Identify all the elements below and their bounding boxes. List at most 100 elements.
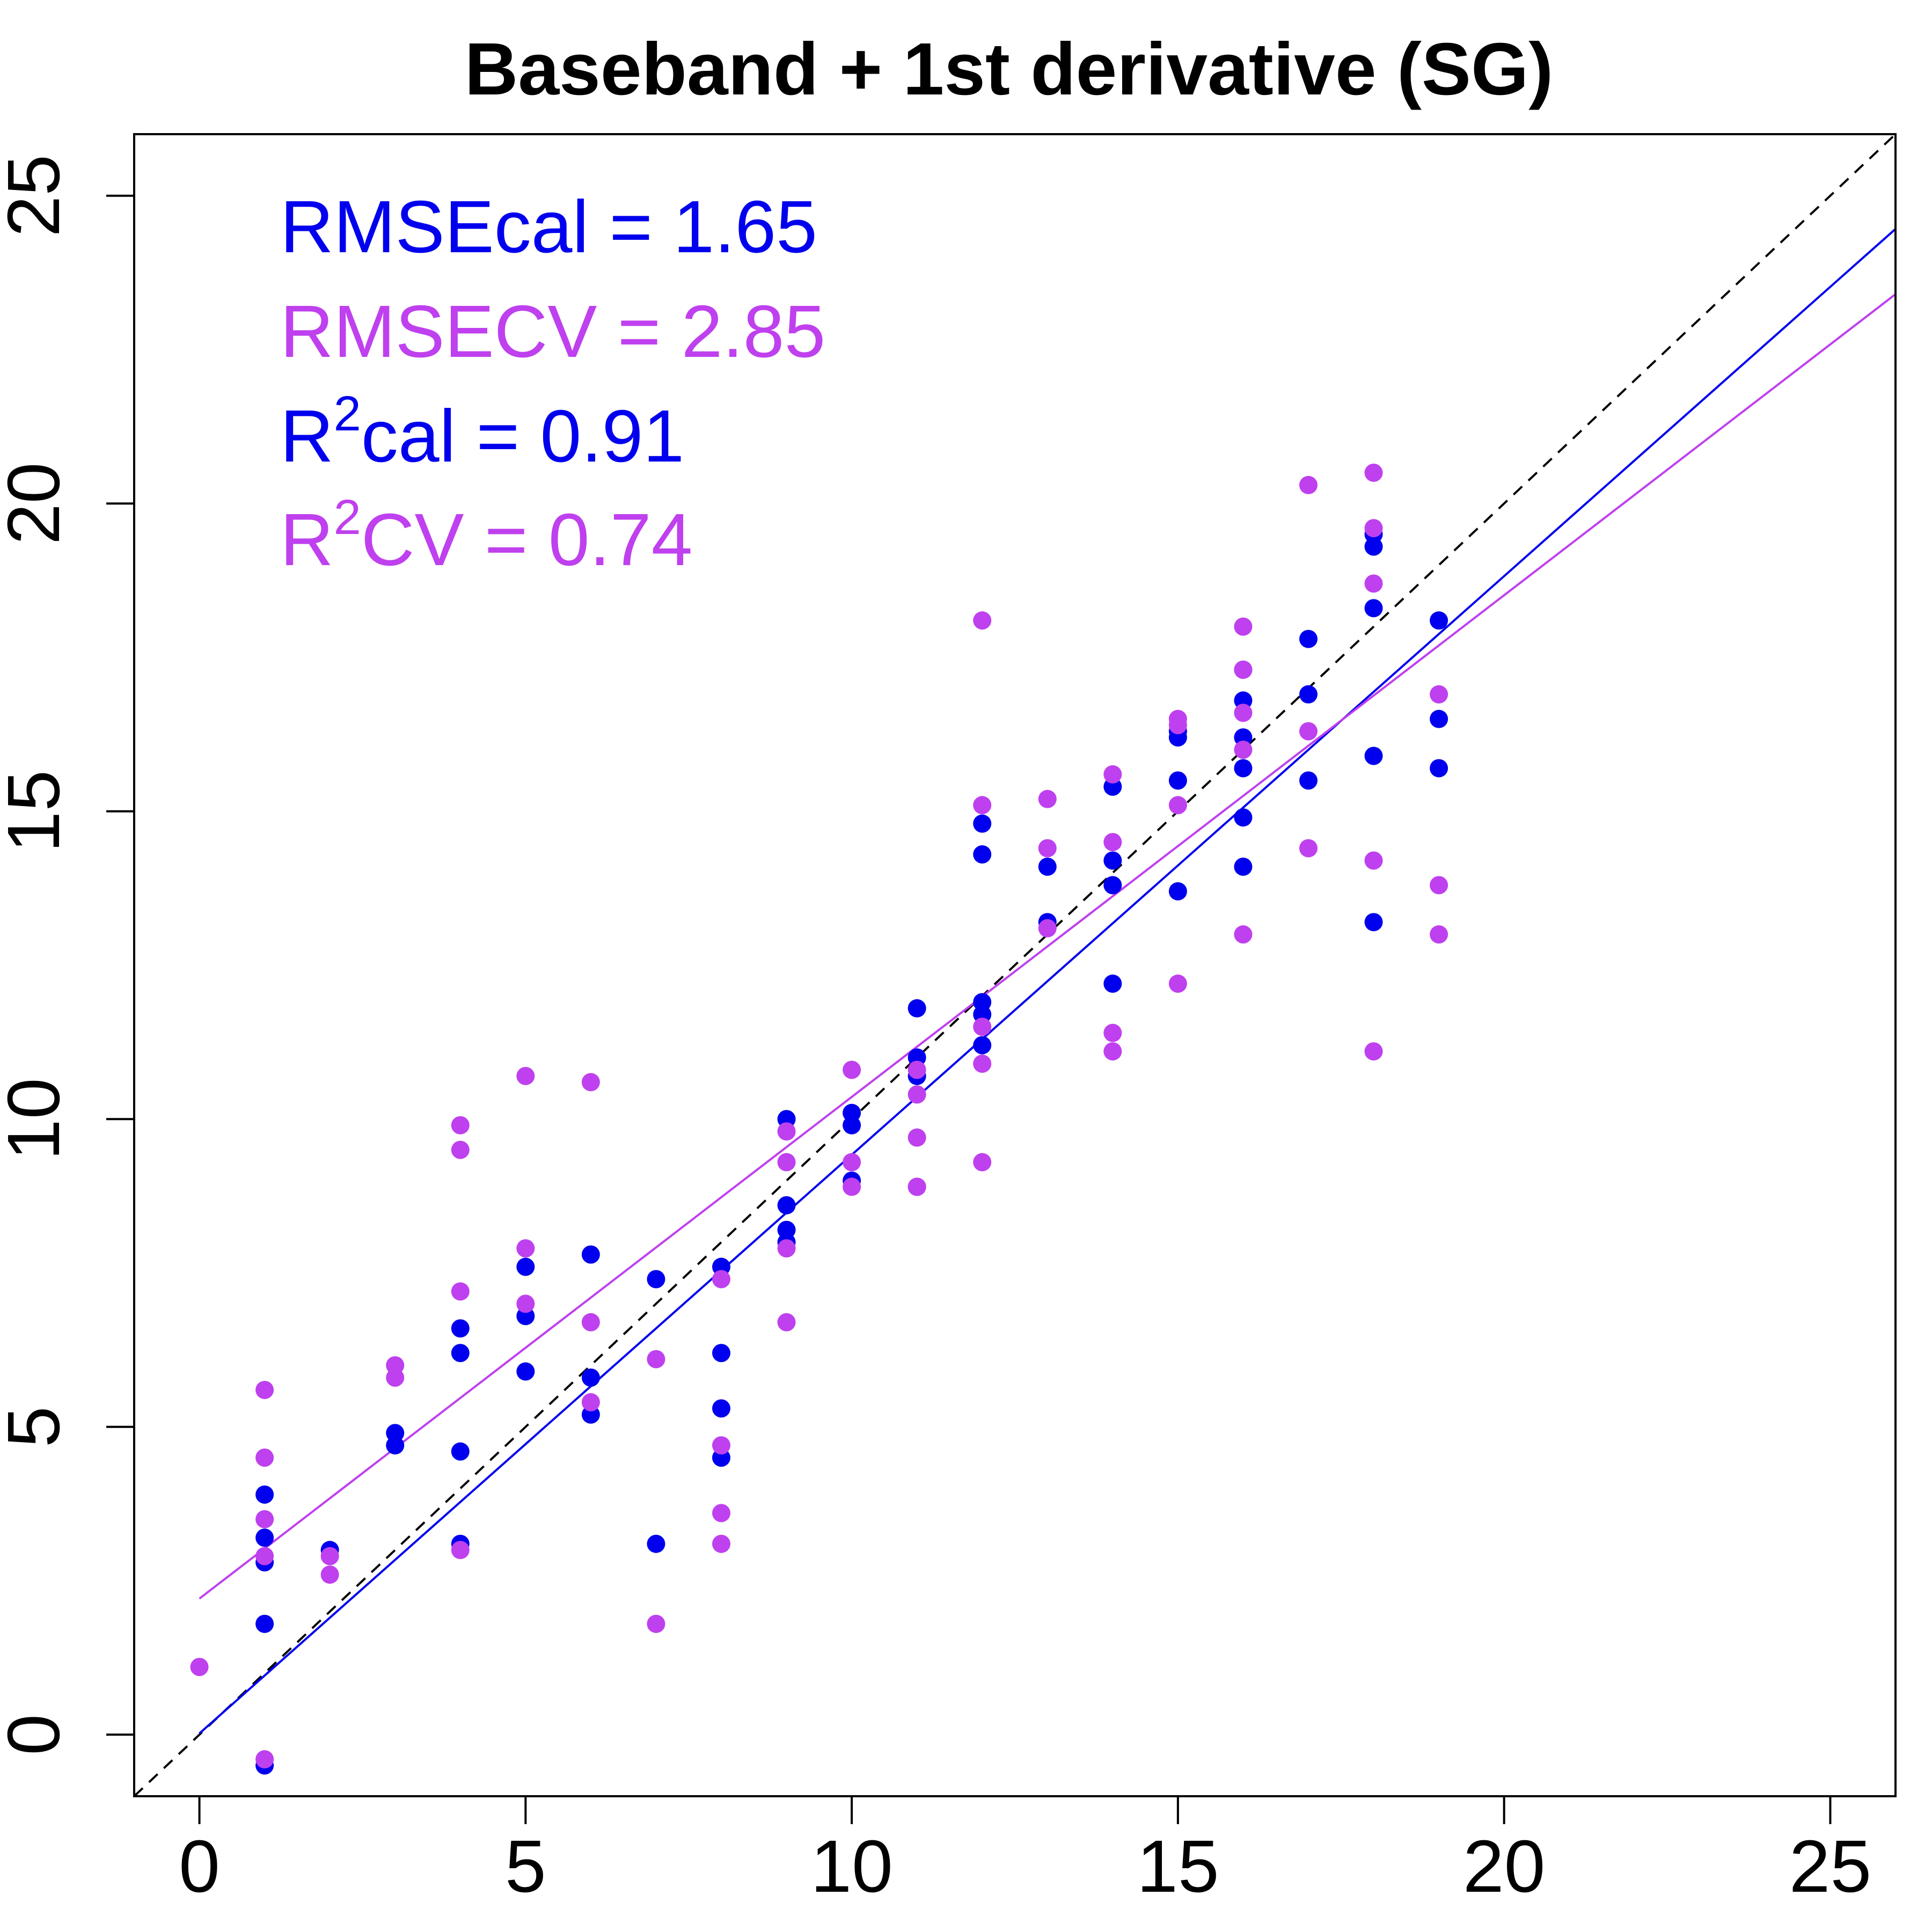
x-tick-label: 5 bbox=[505, 1825, 546, 1908]
cv-point bbox=[1430, 685, 1448, 704]
cal-point bbox=[712, 1344, 730, 1363]
cal-point bbox=[1168, 771, 1187, 790]
cal-point bbox=[451, 1319, 470, 1338]
x-tick-label: 25 bbox=[1789, 1825, 1872, 1908]
cv-point bbox=[1103, 1042, 1122, 1061]
cv-point bbox=[1299, 722, 1318, 741]
y-axis: 0 5 10 15 20 25 bbox=[0, 155, 135, 1755]
cal-point bbox=[386, 1424, 405, 1443]
cal-point bbox=[647, 1534, 665, 1553]
cal-fit-line bbox=[199, 228, 1896, 1735]
y-tick-label: 10 bbox=[0, 1078, 75, 1161]
cal-point bbox=[777, 1220, 796, 1239]
cv-point bbox=[190, 1658, 209, 1677]
cv-point bbox=[581, 1073, 600, 1092]
r2-cv-label: R2CV = 0.74 bbox=[280, 490, 692, 581]
cv-point bbox=[255, 1380, 274, 1399]
cv-point bbox=[255, 1547, 274, 1565]
x-axis: 0 5 10 15 20 25 bbox=[179, 1795, 1872, 1908]
cal-point bbox=[581, 1368, 600, 1387]
cv-point bbox=[843, 1060, 861, 1079]
cv-point bbox=[255, 1750, 274, 1769]
cv-point bbox=[647, 1350, 665, 1368]
cv-point bbox=[1234, 660, 1253, 679]
x-tick-label: 15 bbox=[1137, 1825, 1219, 1908]
y-tick-label: 5 bbox=[0, 1406, 75, 1447]
cal-point bbox=[1430, 709, 1448, 728]
cv-point bbox=[1364, 574, 1383, 593]
cal-point bbox=[1103, 974, 1122, 993]
cal-point bbox=[451, 1344, 470, 1363]
cv-point bbox=[451, 1541, 470, 1560]
cv-point bbox=[1234, 617, 1253, 636]
cal-point bbox=[255, 1528, 274, 1547]
cv-point bbox=[908, 1128, 926, 1147]
cv-point bbox=[1430, 876, 1448, 895]
cv-point bbox=[973, 1153, 992, 1172]
cal-point bbox=[451, 1442, 470, 1461]
cv-point bbox=[1103, 833, 1122, 852]
cv-point bbox=[1234, 704, 1253, 722]
cv-point bbox=[1364, 851, 1383, 870]
cv-point bbox=[712, 1534, 730, 1553]
cal-point bbox=[1364, 599, 1383, 618]
cv-point bbox=[1168, 709, 1187, 728]
cal-point bbox=[973, 845, 992, 864]
r2-cal-label: R2cal = 0.91 bbox=[280, 386, 684, 478]
cv-point bbox=[516, 1239, 535, 1258]
cv-point bbox=[1364, 519, 1383, 538]
cv-point bbox=[1234, 925, 1253, 944]
cv-point bbox=[1430, 925, 1448, 944]
cv-point bbox=[1103, 765, 1122, 784]
cv-point bbox=[777, 1313, 796, 1331]
cv-point bbox=[451, 1140, 470, 1159]
cv-point bbox=[255, 1510, 274, 1528]
cal-point bbox=[973, 1036, 992, 1055]
cv-point bbox=[1038, 839, 1057, 858]
cv-point bbox=[581, 1393, 600, 1411]
cal-point bbox=[1168, 882, 1187, 901]
cv-point bbox=[973, 796, 992, 815]
cal-point bbox=[647, 1270, 665, 1289]
cv-point bbox=[843, 1153, 861, 1172]
cv-point bbox=[451, 1282, 470, 1301]
statistics-annotations: RMSEcal = 1.65 RMSECV = 2.85 R2cal = 0.91 R… bbox=[280, 186, 825, 581]
cv-point bbox=[1364, 1042, 1383, 1061]
cv-point bbox=[1299, 839, 1318, 858]
cv-point bbox=[712, 1270, 730, 1289]
cal-point bbox=[581, 1245, 600, 1264]
cal-point bbox=[1234, 808, 1253, 827]
cal-point bbox=[712, 1399, 730, 1418]
cal-point bbox=[255, 1485, 274, 1504]
cal-point bbox=[1364, 747, 1383, 765]
x-tick-label: 0 bbox=[179, 1825, 220, 1908]
y-tick-label: 0 bbox=[0, 1714, 75, 1755]
cv-point bbox=[1299, 475, 1318, 494]
cal-point bbox=[777, 1196, 796, 1214]
cal-point bbox=[1103, 851, 1122, 870]
cv-point bbox=[843, 1177, 861, 1196]
identity-line bbox=[134, 134, 1896, 1796]
cal-point bbox=[516, 1257, 535, 1276]
cal-point bbox=[516, 1362, 535, 1381]
regression-lines bbox=[134, 134, 1896, 1796]
cal-point bbox=[1234, 857, 1253, 876]
y-tick-label: 15 bbox=[0, 770, 75, 853]
x-tick-label: 10 bbox=[810, 1825, 893, 1908]
cal-point bbox=[973, 814, 992, 833]
y-tick-label: 20 bbox=[0, 462, 75, 545]
cal-point bbox=[1364, 913, 1383, 932]
x-tick-label: 20 bbox=[1463, 1825, 1546, 1908]
rmse-cal-label: RMSEcal = 1.65 bbox=[280, 186, 817, 268]
cv-point bbox=[1168, 796, 1187, 815]
cal-point bbox=[973, 993, 992, 1012]
cv-point bbox=[973, 1018, 992, 1036]
cal-point bbox=[1234, 759, 1253, 778]
cv-point bbox=[973, 1055, 992, 1073]
cv-fit-line bbox=[199, 293, 1896, 1600]
cal-point bbox=[1299, 630, 1318, 648]
cv-point bbox=[777, 1239, 796, 1258]
cal-point bbox=[1038, 857, 1057, 876]
cal-point bbox=[1299, 771, 1318, 790]
